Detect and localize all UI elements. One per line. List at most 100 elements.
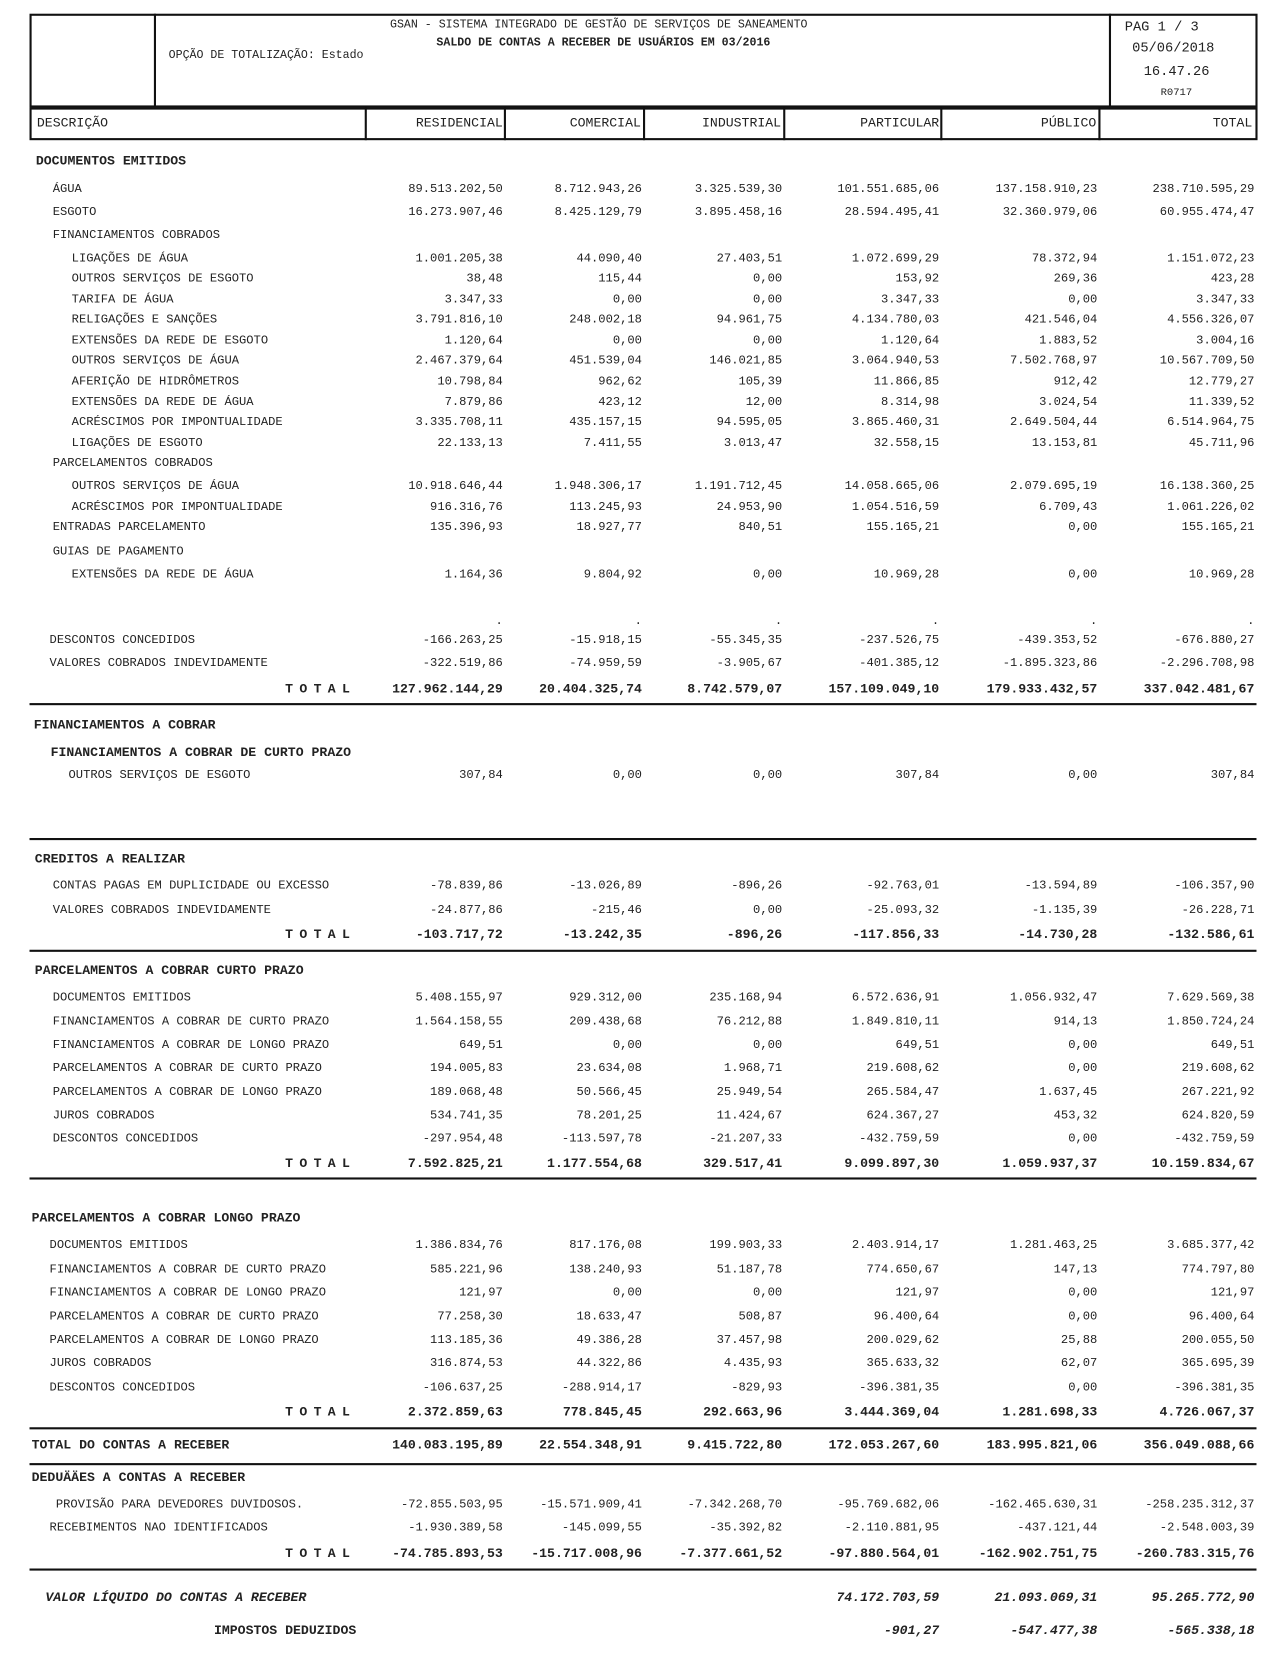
- cell-industrial: 12,00: [745, 395, 783, 409]
- cell-total: 11.339,52: [1188, 395, 1255, 409]
- cell-residencial: 534.741,35: [430, 1108, 503, 1123]
- cell-total: -396.381,35: [1174, 1380, 1255, 1395]
- cell-industrial: 11.424,67: [716, 1108, 783, 1123]
- report-code: R0717: [1160, 87, 1193, 100]
- cell-comercial: 115,44: [598, 271, 642, 286]
- cell-residencial: 2.467.379,64: [415, 354, 503, 368]
- column-header-total: TOTAL: [1212, 115, 1253, 131]
- cell-comercial: 20.404.325,74: [539, 682, 642, 697]
- cell-publico: 1.281.463,25: [1010, 1238, 1098, 1253]
- row-label: VALOR LÍQUIDO DO CONTAS A RECEBER: [45, 1590, 307, 1606]
- row-label: OUTROS SERVIÇOS DE ESGOTO: [71, 271, 254, 286]
- cell-residencial: -1.930.389,58: [408, 1521, 503, 1535]
- cell-total: 649,51: [1210, 1038, 1255, 1052]
- cell-residencial: 189.068,48: [430, 1085, 503, 1100]
- cell-particular: 219.608,62: [866, 1061, 940, 1076]
- cell-publico: 21.093.069,31: [994, 1590, 1098, 1606]
- divider: [153, 13, 157, 108]
- cell-particular: 774.650,67: [866, 1262, 940, 1277]
- cell-particular: -25.093,32: [866, 903, 940, 918]
- column-header-industrial: INDUSTRIAL: [702, 115, 782, 131]
- cell-residencial: -24.877,86: [430, 903, 503, 918]
- cell-publico: -1.135,39: [1031, 903, 1098, 918]
- cell-residencial: 140.083.195,89: [392, 1437, 503, 1453]
- cell-residencial: 2.372.859,63: [407, 1405, 503, 1420]
- cell-comercial: 44.322,86: [576, 1356, 642, 1371]
- row-label: FINANCIAMENTOS A COBRAR DE LONGO PRAZO: [49, 1286, 326, 1300]
- cell-publico: 912,42: [1053, 375, 1098, 389]
- cell-industrial: -896,26: [731, 879, 783, 893]
- cell-publico: 147,13: [1053, 1262, 1098, 1277]
- cell-comercial: 49.386,28: [576, 1333, 642, 1348]
- cell-comercial: 23.634,08: [576, 1061, 642, 1076]
- cell-particular: 3.347,33: [880, 293, 940, 307]
- cell-publico: -547.477,38: [1010, 1623, 1098, 1639]
- cell-particular: 11.866,85: [873, 375, 940, 389]
- cell-residencial: 121,97: [459, 1286, 503, 1300]
- cell-particular: -432.759,59: [859, 1132, 940, 1146]
- cell-particular: 157.109.049,10: [828, 682, 940, 697]
- row-label: FINANCIAMENTOS A COBRAR DE CURTO PRAZO: [49, 1262, 326, 1277]
- cell-industrial: 0,00: [753, 768, 783, 783]
- cell-publico: 0,00: [1068, 1061, 1098, 1076]
- column-header-residencial: RESIDENCIAL: [415, 115, 503, 131]
- cell-residencial: -78.839,86: [430, 879, 503, 893]
- cell-residencial: -74.785.893,53: [392, 1546, 503, 1562]
- row-label: FINANCIAMENTOS A COBRAR DE CURTO PRAZO: [52, 1015, 330, 1029]
- cell-industrial: 37.457,98: [716, 1333, 783, 1348]
- cell-publico: 0,00: [1068, 1286, 1098, 1300]
- cell-comercial: 22.554.348,91: [539, 1437, 642, 1453]
- cell-publico: -162.465.630,31: [988, 1497, 1098, 1512]
- cell-comercial: -74.959,59: [569, 656, 642, 671]
- report-header-box: [29, 13, 1258, 108]
- row-label: TARIFA DE ÁGUA: [71, 293, 174, 307]
- cell-total: 238.710.595,29: [1152, 182, 1255, 197]
- cell-particular: 74.172.703,59: [836, 1590, 940, 1606]
- row-label: RELIGAÇÕES E SANÇÕES: [71, 313, 218, 327]
- row-label: EXTENSÕES DA REDE DE ÁGUA: [71, 395, 254, 409]
- cell-particular: 121,97: [895, 1286, 940, 1300]
- cell-industrial: 4.435,93: [723, 1356, 783, 1371]
- cell-comercial: -15.571.909,41: [540, 1497, 642, 1512]
- cell-particular: 307,84: [895, 768, 940, 783]
- row-label: ACRÉSCIMOS POR IMPONTUALIDADE: [71, 500, 283, 515]
- row-label: PARCELAMENTOS COBRADOS: [52, 456, 213, 471]
- row-label: ESGOTO: [52, 205, 97, 220]
- cell-particular: 3.865.460,31: [851, 415, 940, 430]
- cell-residencial: 16.273.907,46: [408, 205, 503, 220]
- cell-residencial: 38,48: [466, 271, 503, 286]
- cell-comercial: -113.597,78: [561, 1132, 642, 1146]
- section-heading: FINANCIAMENTOS A COBRAR DE CURTO PRAZO: [50, 745, 352, 761]
- cell-industrial: 0,00: [753, 903, 783, 918]
- cell-particular: -901,27: [883, 1623, 940, 1639]
- cell-residencial: -72.855.503,95: [400, 1497, 503, 1512]
- cell-total: 365.695,39: [1181, 1356, 1255, 1371]
- cell-total: -2.548.003,39: [1159, 1521, 1255, 1535]
- row-label: OUTROS SERVIÇOS DE ESGOTO: [68, 768, 251, 783]
- cell-particular: .: [931, 614, 940, 629]
- row-label: TOTAL DO CONTAS A RECEBER: [31, 1437, 230, 1453]
- cell-total: 774.797,80: [1181, 1262, 1255, 1277]
- cell-total: 155.165,21: [1181, 520, 1255, 535]
- row-label: LIGAÇÕES DE ESGOTO: [71, 436, 203, 451]
- cell-comercial: 0,00: [612, 293, 642, 307]
- row-label: DESCONTOS CONCEDIDOS: [49, 633, 196, 648]
- cell-residencial: 7.879,86: [444, 395, 503, 409]
- column-header-particular: PARTICULAR: [860, 115, 940, 131]
- cell-publico: 1.281.698,33: [1002, 1405, 1098, 1420]
- cell-particular: 265.584,47: [866, 1085, 940, 1100]
- cell-residencial: 135.396,93: [430, 520, 503, 535]
- cell-particular: 1.054.516,59: [851, 500, 940, 515]
- divider: [643, 107, 646, 141]
- cell-total: 10.567.709,50: [1159, 354, 1255, 368]
- cell-publico: 2.079.695,19: [1010, 479, 1098, 494]
- cell-total: 95.265.772,90: [1151, 1590, 1255, 1606]
- cell-total: -565.338,18: [1167, 1623, 1255, 1639]
- cell-industrial: .: [774, 614, 783, 629]
- cell-comercial: 18.633,47: [576, 1310, 642, 1324]
- cell-total: 10.969,28: [1188, 568, 1255, 582]
- cell-comercial: 18.927,77: [576, 520, 642, 535]
- cell-particular: -401.385,12: [859, 656, 940, 671]
- cell-particular: -117.856,33: [852, 927, 940, 943]
